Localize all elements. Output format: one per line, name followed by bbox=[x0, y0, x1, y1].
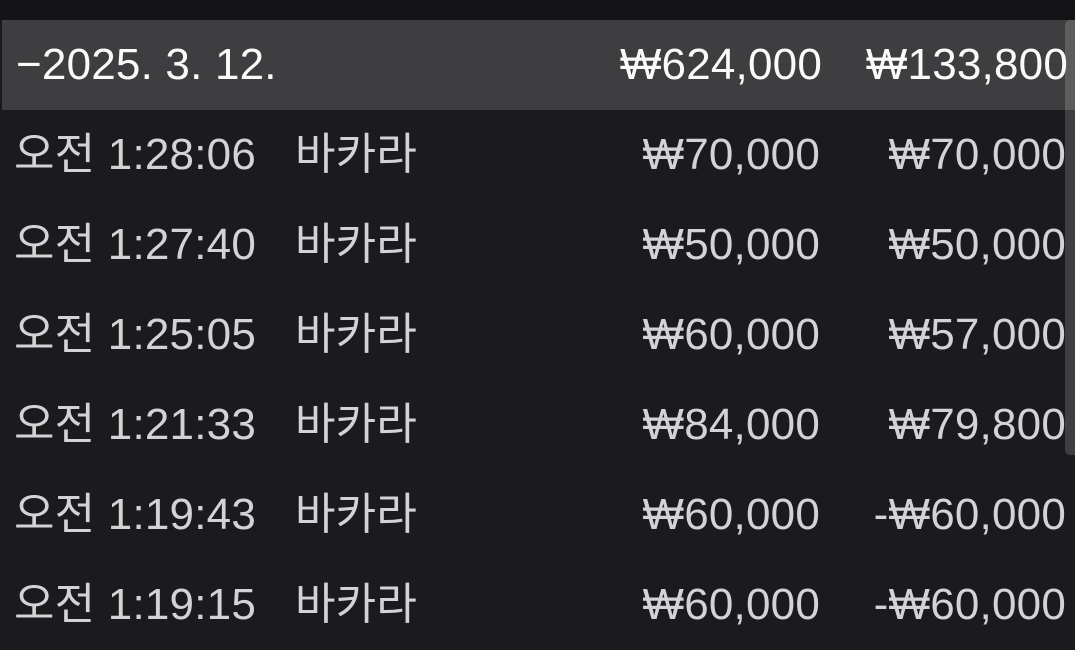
game-name: 바카라 bbox=[295, 310, 418, 359]
game-name: 바카라 bbox=[295, 130, 418, 179]
game-name: 바카라 bbox=[295, 220, 418, 269]
transaction-row[interactable]: 오전 1:27:40 바카라 ₩50,000 ₩50,000 bbox=[0, 200, 1075, 290]
transaction-time: 오전 1:19:15 bbox=[14, 580, 256, 629]
result-amount: -₩60,000 bbox=[873, 580, 1066, 629]
bet-amount: ₩60,000 bbox=[642, 580, 820, 629]
bet-amount: ₩70,000 bbox=[642, 130, 820, 179]
result-amount: ₩50,000 bbox=[888, 220, 1066, 269]
bet-amount: ₩50,000 bbox=[642, 220, 820, 269]
result-amount: ₩79,800 bbox=[888, 400, 1066, 449]
bet-amount: ₩84,000 bbox=[642, 400, 820, 449]
transaction-list: 오전 1:28:06 바카라 ₩70,000 ₩70,000 오전 1:27:4… bbox=[0, 110, 1075, 650]
transaction-time: 오전 1:25:05 bbox=[14, 310, 256, 359]
transaction-row[interactable]: 오전 1:28:06 바카라 ₩70,000 ₩70,000 bbox=[0, 110, 1075, 200]
game-name: 바카라 bbox=[295, 490, 418, 539]
section-date-label: −2025. 3. 12. bbox=[16, 40, 277, 89]
result-amount: ₩70,000 bbox=[888, 130, 1066, 179]
bet-amount: ₩60,000 bbox=[642, 490, 820, 539]
game-name: 바카라 bbox=[295, 400, 418, 449]
transaction-row[interactable]: 오전 1:19:15 바카라 ₩60,000 -₩60,000 bbox=[0, 560, 1075, 650]
result-amount: ₩57,000 bbox=[888, 310, 1066, 359]
scrollbar-thumb[interactable] bbox=[1065, 20, 1075, 455]
section-total-amount: ₩624,000 bbox=[619, 40, 822, 89]
transaction-row[interactable]: 오전 1:21:33 바카라 ₩84,000 ₩79,800 bbox=[0, 380, 1075, 470]
transaction-row[interactable]: 오전 1:25:05 바카라 ₩60,000 ₩57,000 bbox=[0, 290, 1075, 380]
transaction-row[interactable]: 오전 1:19:43 바카라 ₩60,000 -₩60,000 bbox=[0, 470, 1075, 560]
game-name: 바카라 bbox=[295, 580, 418, 629]
transaction-time: 오전 1:28:06 bbox=[14, 130, 256, 179]
transaction-time: 오전 1:21:33 bbox=[14, 400, 256, 449]
section-header: −2025. 3. 12. ₩624,000 ₩133,800 bbox=[0, 20, 1075, 110]
result-amount: -₩60,000 bbox=[873, 490, 1066, 539]
bet-amount: ₩60,000 bbox=[642, 310, 820, 359]
section-total-result: ₩133,800 bbox=[865, 40, 1068, 89]
transaction-time: 오전 1:27:40 bbox=[14, 220, 256, 269]
top-band bbox=[0, 0, 1075, 20]
transaction-time: 오전 1:19:43 bbox=[14, 490, 256, 539]
